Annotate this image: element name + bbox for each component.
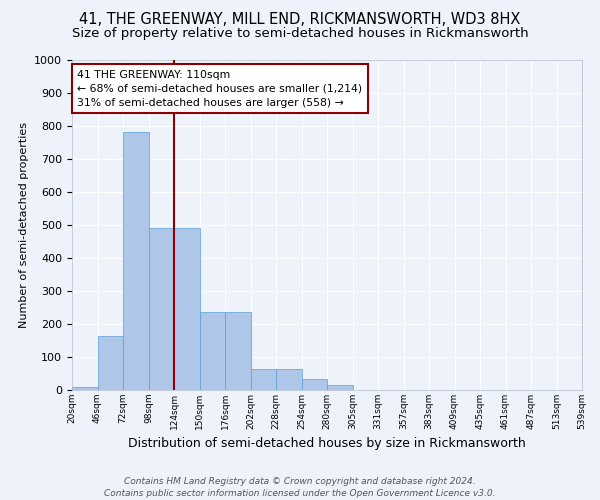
Bar xyxy=(302,380,327,390)
Bar xyxy=(199,312,225,390)
Bar xyxy=(149,228,174,390)
Bar xyxy=(327,386,353,390)
Bar xyxy=(72,386,97,390)
Y-axis label: Number of semi-detached properties: Number of semi-detached properties xyxy=(19,122,29,328)
Bar xyxy=(251,368,276,390)
Text: 41, THE GREENWAY, MILL END, RICKMANSWORTH, WD3 8HX: 41, THE GREENWAY, MILL END, RICKMANSWORT… xyxy=(79,12,521,28)
Bar xyxy=(276,368,302,390)
Text: 41 THE GREENWAY: 110sqm
← 68% of semi-detached houses are smaller (1,214)
31% of: 41 THE GREENWAY: 110sqm ← 68% of semi-de… xyxy=(77,70,362,108)
Text: Contains HM Land Registry data © Crown copyright and database right 2024.
Contai: Contains HM Land Registry data © Crown c… xyxy=(104,476,496,498)
X-axis label: Distribution of semi-detached houses by size in Rickmansworth: Distribution of semi-detached houses by … xyxy=(128,438,526,450)
Bar xyxy=(174,228,199,390)
Bar xyxy=(225,312,251,390)
Bar xyxy=(123,132,149,390)
Bar xyxy=(97,336,123,390)
Text: Size of property relative to semi-detached houses in Rickmansworth: Size of property relative to semi-detach… xyxy=(71,28,529,40)
